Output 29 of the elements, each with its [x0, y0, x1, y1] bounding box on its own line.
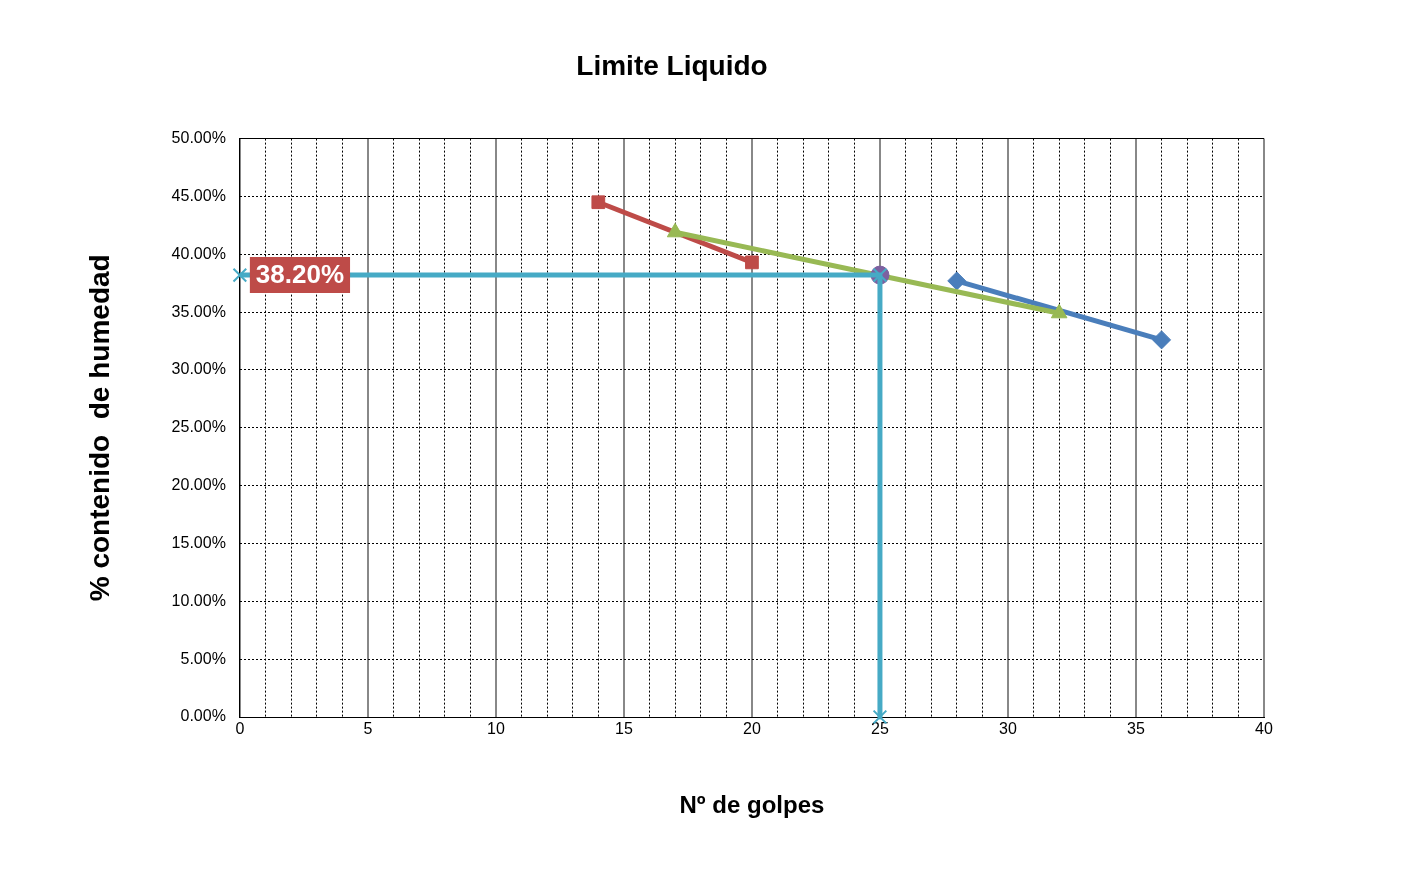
- y-tick-label: 20.00%: [171, 476, 226, 494]
- x-tick-label: 25: [871, 720, 889, 738]
- y-tick-label: 35.00%: [171, 302, 226, 320]
- x-tick-label: 40: [1255, 720, 1273, 738]
- y-tick-label: 0.00%: [180, 707, 226, 725]
- point: [947, 271, 967, 291]
- x-tick-label: 15: [615, 720, 633, 738]
- y-tick-label: 50.00%: [171, 129, 226, 147]
- x-axis-title: Nº de golpes: [679, 791, 825, 819]
- x-tick-label: 10: [487, 720, 505, 738]
- y-axis-title: % contenido de humedad: [83, 254, 115, 602]
- y-tick-label: 10.00%: [171, 591, 226, 609]
- x-tick-label: 20: [743, 720, 761, 738]
- point: [232, 267, 248, 283]
- chart-title: Limite Liquido: [576, 49, 768, 81]
- y-tick-label: 15.00%: [171, 533, 226, 551]
- y-tick-label: 25.00%: [171, 418, 226, 436]
- point: [745, 255, 759, 270]
- annotation: 38.20%: [255, 259, 345, 290]
- x-tick-label: 30: [999, 720, 1017, 738]
- x-tick-label: 5: [363, 720, 373, 738]
- x-tick-label: 0: [235, 720, 245, 738]
- point: [591, 195, 606, 210]
- x-tick-label: 35: [1127, 720, 1145, 738]
- y-tick-label: 40.00%: [171, 244, 226, 262]
- point: [1152, 330, 1172, 350]
- y-tick-label: 45.00%: [171, 186, 226, 204]
- y-tick-label: 5.00%: [180, 649, 226, 667]
- y-tick-label: 30.00%: [171, 360, 226, 378]
